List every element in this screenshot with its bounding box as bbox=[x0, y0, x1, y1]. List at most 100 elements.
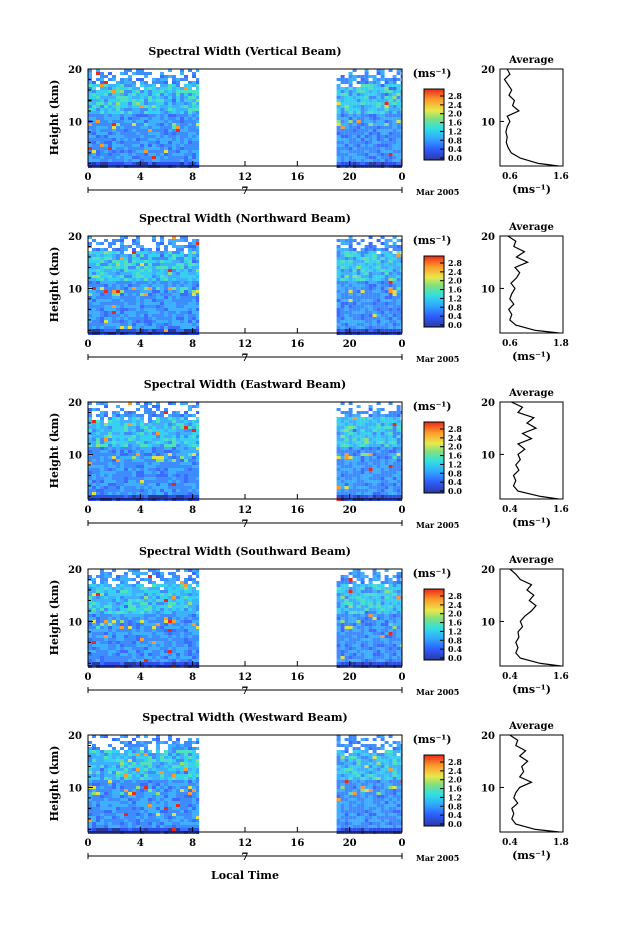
heatmap-cell bbox=[140, 462, 144, 465]
heatmap-cell bbox=[120, 245, 124, 248]
heatmap-cell bbox=[344, 483, 349, 486]
heatmap-cell bbox=[344, 453, 349, 456]
heatmap-cell bbox=[136, 236, 140, 239]
heatmap-cell bbox=[140, 117, 144, 120]
heatmap-cell bbox=[148, 632, 152, 635]
heatmap-cell bbox=[96, 326, 100, 329]
heatmap-cell bbox=[380, 305, 385, 308]
heatmap-cell bbox=[120, 453, 124, 456]
heatmap-cell bbox=[160, 629, 164, 632]
heatmap-cell bbox=[164, 251, 168, 254]
panel-2: Spectral Width (Northward Beam)Height (k… bbox=[48, 212, 569, 364]
heatmap-cell bbox=[100, 432, 104, 435]
heatmap-cell bbox=[360, 263, 365, 266]
heatmap-cell bbox=[184, 474, 188, 477]
heatmap-cell bbox=[132, 605, 136, 608]
heatmap-cell bbox=[132, 314, 136, 317]
heatmap-cell bbox=[168, 459, 172, 462]
heatmap-cell bbox=[124, 311, 128, 314]
heatmap-cell bbox=[152, 623, 156, 626]
heatmap-cell bbox=[172, 302, 176, 305]
heatmap-cell bbox=[356, 429, 361, 432]
heatmap-cell bbox=[148, 129, 152, 132]
heatmap-cell bbox=[180, 617, 184, 620]
heatmap-cell bbox=[172, 423, 176, 426]
heatmap-cell bbox=[340, 471, 345, 474]
heatmap-cell bbox=[384, 429, 389, 432]
heatmap-cell bbox=[128, 647, 132, 650]
heatmap-cell bbox=[360, 302, 365, 305]
heatmap-cell bbox=[184, 626, 188, 629]
heatmap-cell bbox=[96, 287, 100, 290]
heatmap-cell bbox=[92, 102, 96, 105]
heatmap-cell bbox=[128, 483, 132, 486]
heatmap-cell bbox=[108, 314, 112, 317]
heatmap-cell bbox=[176, 111, 180, 114]
heatmap-cell bbox=[96, 638, 100, 641]
heatmap-cell bbox=[116, 84, 120, 87]
heatmap-cell bbox=[100, 596, 104, 599]
heatmap-cell bbox=[176, 644, 180, 647]
heatmap-cell bbox=[104, 480, 108, 483]
heatmap-cell bbox=[140, 323, 144, 326]
heatmap-cell bbox=[344, 272, 349, 275]
heatmap-cell bbox=[384, 81, 389, 84]
heatmap-cell bbox=[128, 156, 132, 159]
heatmap-cell bbox=[188, 441, 192, 444]
heatmap-cell bbox=[96, 408, 100, 411]
heatmap-cell bbox=[92, 647, 96, 650]
heatmap-cell bbox=[192, 405, 196, 408]
heatmap-cell bbox=[152, 90, 156, 93]
heatmap-cell bbox=[156, 423, 160, 426]
heatmap-cell bbox=[180, 111, 184, 114]
heatmap-cell bbox=[156, 641, 160, 644]
heatmap-cell bbox=[348, 141, 353, 144]
heatmap-cell bbox=[380, 486, 385, 489]
heatmap-cell bbox=[388, 99, 393, 102]
heatmap-cell bbox=[180, 620, 184, 623]
heatmap-cell bbox=[372, 311, 377, 314]
heatmap-cell bbox=[180, 72, 184, 75]
heatmap-cell bbox=[168, 471, 172, 474]
heatmap-cell bbox=[124, 81, 128, 84]
heatmap-cell bbox=[348, 314, 353, 317]
heatmap-cell bbox=[352, 126, 357, 129]
heatmap-cell bbox=[100, 611, 104, 614]
heatmap-cell bbox=[116, 480, 120, 483]
heatmap-cell bbox=[132, 617, 136, 620]
heatmap-cell bbox=[96, 441, 100, 444]
heatmap-cell bbox=[104, 162, 108, 165]
heatmap-cell bbox=[172, 444, 176, 447]
heatmap-cell bbox=[144, 623, 148, 626]
heatmap-cell bbox=[132, 120, 136, 123]
heatmap-cell bbox=[364, 411, 369, 414]
heatmap-cell bbox=[116, 614, 120, 617]
heatmap-cell bbox=[124, 581, 128, 584]
heatmap-cell bbox=[168, 156, 172, 159]
heatmap-cell bbox=[360, 299, 365, 302]
heatmap-cell bbox=[100, 614, 104, 617]
heatmap-cell bbox=[120, 114, 124, 117]
heatmap-cell bbox=[168, 254, 172, 257]
heatmap-cell bbox=[156, 78, 160, 81]
heatmap-cell bbox=[188, 305, 192, 308]
heatmap-cell bbox=[168, 75, 172, 78]
heatmap-cell bbox=[336, 254, 341, 257]
heatmap-cell bbox=[140, 596, 144, 599]
colorbar bbox=[423, 88, 445, 161]
heatmap-cell bbox=[88, 617, 92, 620]
heatmap-cell bbox=[372, 444, 377, 447]
heatmap-cell bbox=[96, 272, 100, 275]
heatmap-cell bbox=[376, 402, 381, 405]
heatmap-cell bbox=[160, 260, 164, 263]
heatmap-cell bbox=[152, 111, 156, 114]
heatmap-cell bbox=[132, 569, 136, 572]
heatmap-cell bbox=[388, 126, 393, 129]
heatmap-cell bbox=[392, 429, 397, 432]
heatmap-cell bbox=[148, 105, 152, 108]
heatmap-cell bbox=[120, 159, 124, 162]
heatmap-cell bbox=[92, 432, 96, 435]
heatmap-cell bbox=[88, 275, 92, 278]
heatmap-cell bbox=[376, 132, 381, 135]
heatmap-cell bbox=[100, 468, 104, 471]
